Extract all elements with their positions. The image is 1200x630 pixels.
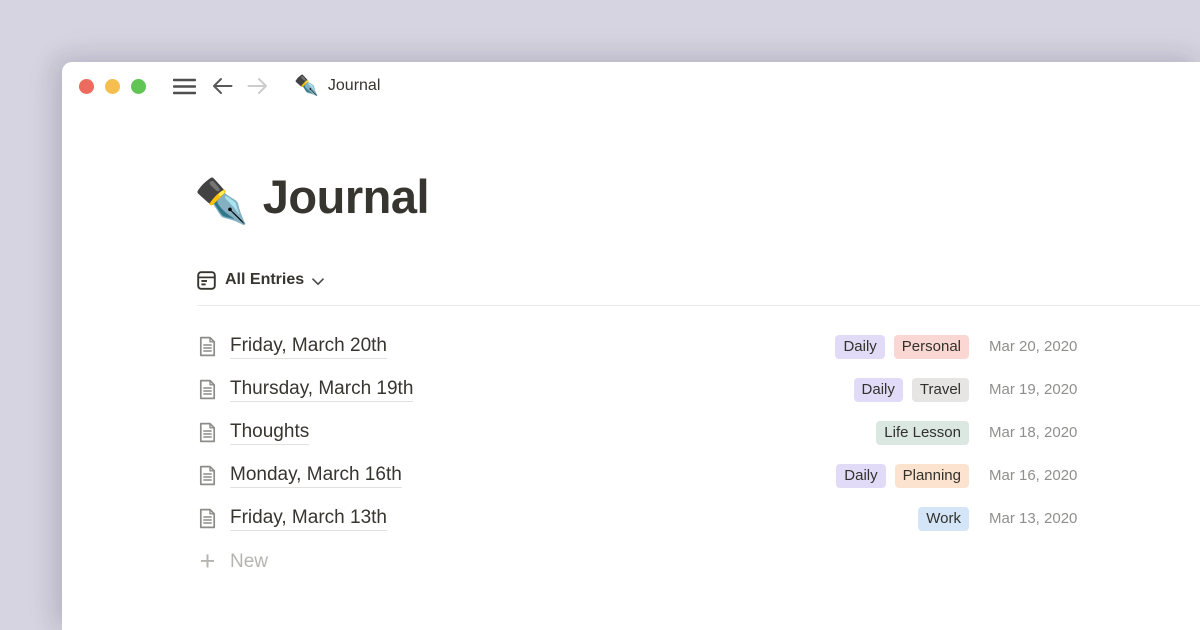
tag-badge[interactable]: Work <box>918 506 969 531</box>
plus-icon: + <box>199 546 216 576</box>
entry-row[interactable]: Thursday, March 19th Daily Travel Mar 19… <box>197 368 1086 411</box>
tag-badge[interactable]: Daily <box>853 377 903 402</box>
page-title: ✒️ Journal <box>194 164 1200 226</box>
new-entry-label: New <box>230 550 269 572</box>
list-view-icon <box>197 270 216 290</box>
entry-tags: Life Lesson <box>876 420 969 445</box>
entry-date: Mar 16, 2020 <box>989 467 1078 484</box>
menu-icon[interactable] <box>173 78 196 95</box>
breadcrumb[interactable]: ✒️ Journal <box>294 76 380 96</box>
minimize-window-button[interactable] <box>105 78 120 94</box>
journal-window: ✒️ Journal ✒️ Journal All Entries <box>62 62 1200 630</box>
entry-title-link[interactable]: Monday, March 16th <box>230 464 402 488</box>
divider <box>197 305 1200 306</box>
entry-row[interactable]: Friday, March 20th Daily Personal Mar 20… <box>197 325 1086 368</box>
view-label: All Entries <box>225 271 305 288</box>
page-icon <box>197 508 218 529</box>
entry-title-link[interactable]: Thoughts <box>230 421 310 445</box>
maximize-window-button[interactable] <box>131 78 146 94</box>
forward-arrow-icon[interactable] <box>247 77 268 95</box>
close-window-button[interactable] <box>79 78 94 94</box>
entry-date: Mar 13, 2020 <box>989 510 1078 527</box>
tag-badge[interactable]: Travel <box>911 377 969 402</box>
entry-row[interactable]: Friday, March 13th Work Mar 13, 2020 <box>197 497 1086 540</box>
new-entry-button[interactable]: + New <box>197 540 1200 583</box>
entry-tags: Daily Travel <box>853 377 969 402</box>
back-arrow-icon[interactable] <box>212 77 233 95</box>
entry-date: Mar 19, 2020 <box>989 381 1078 398</box>
tag-badge[interactable]: Daily <box>835 334 885 359</box>
entry-row[interactable]: Monday, March 16th Daily Planning Mar 16… <box>197 454 1086 497</box>
window-titlebar: ✒️ Journal <box>62 62 1200 110</box>
entries-list: Friday, March 20th Daily Personal Mar 20… <box>197 325 1200 583</box>
page-icon <box>197 465 218 486</box>
entry-title-link[interactable]: Thursday, March 19th <box>230 378 414 402</box>
pen-icon[interactable]: ✒️ <box>194 177 249 226</box>
entry-title-link[interactable]: Friday, March 13th <box>230 507 387 531</box>
tag-badge[interactable]: Daily <box>836 463 886 488</box>
page-content: ✒️ Journal All Entries <box>62 164 1200 583</box>
page-icon <box>197 379 218 400</box>
tag-badge[interactable]: Life Lesson <box>876 420 969 445</box>
tag-badge[interactable]: Planning <box>894 463 969 488</box>
entry-tags: Daily Planning <box>836 463 969 488</box>
entry-tags: Work <box>918 506 969 531</box>
breadcrumb-title: Journal <box>327 77 381 94</box>
page-icon <box>197 422 218 443</box>
entry-date: Mar 20, 2020 <box>989 338 1078 355</box>
tag-badge[interactable]: Personal <box>893 334 969 359</box>
entry-title-link[interactable]: Friday, March 20th <box>230 335 387 359</box>
entry-row[interactable]: Thoughts Life Lesson Mar 18, 2020 <box>197 411 1086 454</box>
chevron-down-icon <box>312 277 324 286</box>
page-icon <box>197 336 218 357</box>
pen-icon: ✒️ <box>294 75 319 97</box>
view-selector[interactable]: All Entries <box>197 267 1200 293</box>
page-title-text[interactable]: Journal <box>262 169 430 223</box>
entry-date: Mar 18, 2020 <box>989 424 1078 441</box>
entry-tags: Daily Personal <box>835 334 969 359</box>
